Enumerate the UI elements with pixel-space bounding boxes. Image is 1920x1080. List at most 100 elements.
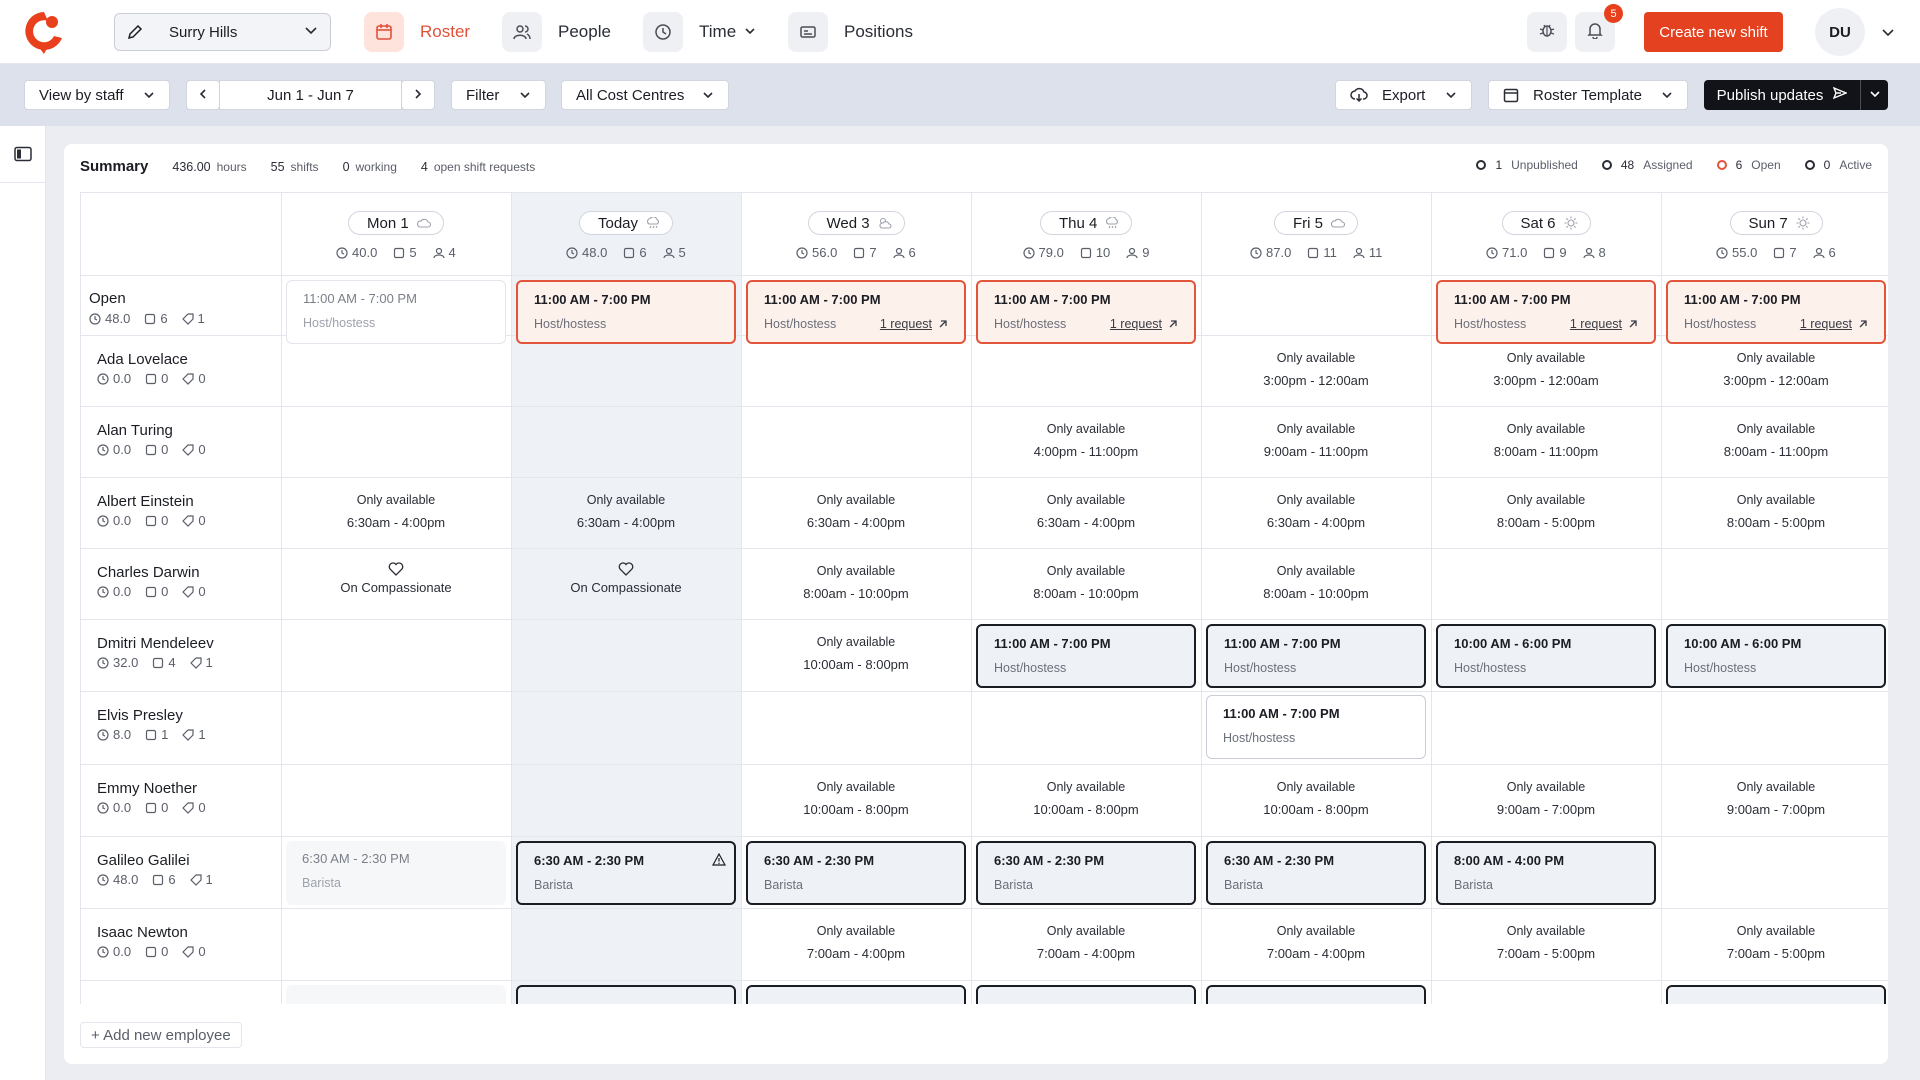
top-nav: Surry Hills Roster People Time Positions (0, 0, 1920, 64)
open-shift-request-link[interactable]: 1 request (1570, 317, 1638, 331)
row-divider (81, 691, 1888, 692)
request-label: 1 request (1109, 317, 1162, 331)
tab-people[interactable]: People (502, 12, 611, 52)
day-pill[interactable]: Today (579, 211, 674, 235)
employee-row-header[interactable]: Elvis Presley 8.0 1 1 (81, 691, 281, 764)
add-new-employee-button[interactable]: + Add new employee (80, 1022, 242, 1048)
publish-label: Publish updates (1716, 86, 1824, 104)
legend-open: 6 Open (1716, 158, 1781, 172)
date-range-picker[interactable]: Jun 1 - Jun 7 (219, 80, 402, 110)
shift-role-row: Host/hostess (1223, 731, 1409, 745)
roster-template-select[interactable]: Roster Template (1488, 80, 1688, 110)
day-shifts-value: 9 (1559, 245, 1567, 260)
employee-row-header[interactable]: Albert Einstein 0.0 0 0 (81, 477, 281, 548)
shift-card[interactable]: 8:00 AM - 4:00 PM Barista (1436, 841, 1656, 905)
cost-centres-select[interactable]: All Cost Centres (561, 80, 729, 110)
availability-note: Only available 9:00am - 7:00pm (1431, 780, 1661, 817)
shift-card[interactable] (976, 985, 1196, 1004)
request-label: 1 request (1569, 317, 1622, 331)
shift-card[interactable]: 6:30 AM - 2:30 PM Barista (516, 841, 736, 905)
shift-card[interactable] (516, 985, 736, 1004)
filter-button[interactable]: Filter (451, 80, 546, 110)
availability-hours: 6:30am - 4:00pm (1266, 515, 1366, 530)
status-dot (1804, 160, 1815, 170)
day-pill[interactable]: Sun 7 (1729, 211, 1823, 235)
shift-card[interactable]: 11:00 AM - 7:00 PM Host/hostess 1 request (1436, 280, 1656, 344)
tab-time[interactable]: Time (643, 12, 756, 52)
tab-roster[interactable]: Roster (364, 12, 470, 52)
send-icon (1833, 86, 1849, 104)
publish-options-button[interactable] (1860, 80, 1888, 110)
notifications-button[interactable]: 5 (1575, 4, 1623, 52)
employee-row-header[interactable]: Isaac Newton 0.0 0 0 (81, 908, 281, 980)
view-by-select[interactable]: View by staff (24, 80, 170, 110)
employee-tags-value: 0 (198, 584, 206, 599)
export-button[interactable]: Export (1335, 80, 1472, 110)
availability-label: Only available (1736, 351, 1816, 365)
employee-shifts: 0 (145, 513, 168, 528)
shift-card[interactable] (1666, 985, 1886, 1004)
shift-card[interactable]: 10:00 AM - 6:00 PM Host/hostess (1436, 624, 1656, 688)
day-pill[interactable]: Fri 5 (1274, 211, 1358, 235)
publish-updates-button[interactable]: Publish updates (1704, 80, 1888, 110)
day-pill[interactable]: Sat 6 (1501, 211, 1591, 235)
shift-card[interactable]: 11:00 AM - 7:00 PM Host/hostess (1206, 624, 1426, 688)
employee-row-header[interactable]: Charles Darwin 0.0 0 0 (81, 548, 281, 619)
app-logo[interactable] (24, 8, 66, 56)
publish-main[interactable]: Publish updates (1704, 86, 1860, 104)
shift-card[interactable] (286, 985, 506, 1004)
day-staff: 6 (892, 245, 916, 260)
shift-card[interactable]: 11:00 AM - 7:00 PM Host/hostess (976, 624, 1196, 688)
shift-card[interactable]: 6:30 AM - 2:30 PM Barista (746, 841, 966, 905)
left-rail (0, 126, 46, 1080)
employee-row-header[interactable]: Dmitri Mendeleev 32.0 4 1 (81, 619, 281, 691)
previous-week-button[interactable] (186, 80, 220, 110)
shift-card[interactable]: 11:00 AM - 7:00 PM Host/hostess 1 request (1666, 280, 1886, 344)
employee-row-header[interactable]: Alan Turing 0.0 0 0 (81, 406, 281, 477)
shift-card[interactable]: 6:30 AM - 2:30 PM Barista (1206, 841, 1426, 905)
employee-name: Ada Lovelace (97, 351, 188, 368)
shift-card[interactable] (746, 985, 966, 1004)
shift-card[interactable] (1206, 985, 1426, 1004)
shift-time: 11:00 AM - 7:00 PM (1454, 292, 1571, 307)
create-new-shift-button[interactable]: Create new shift (1644, 12, 1783, 52)
employee-row-header[interactable]: Galileo Galilei 48.0 6 1 (81, 836, 281, 908)
shift-icon (152, 657, 164, 669)
day-pill[interactable]: Thu 4 (1040, 211, 1133, 235)
next-week-button[interactable] (401, 80, 435, 110)
open-shift-request-link[interactable]: 1 request (880, 317, 948, 331)
bug-report-button[interactable] (1527, 12, 1567, 52)
sidebar-toggle-icon[interactable] (14, 146, 32, 166)
open-shift-request-link[interactable]: 1 request (1110, 317, 1178, 331)
employee-shifts: 6 (144, 311, 168, 326)
shift-card[interactable]: 11:00 AM - 7:00 PM Host/hostess 1 request (746, 280, 966, 344)
chevron-down-icon (143, 89, 155, 101)
day-pill[interactable]: Wed 3 (807, 211, 905, 235)
shift-card[interactable]: 6:30 AM - 2:30 PM Barista (976, 841, 1196, 905)
employee-row-header[interactable]: Emmy Noether 0.0 0 0 (81, 764, 281, 836)
open-shifts-row-header[interactable]: Open 48.0 6 1 (81, 275, 281, 335)
shift-card[interactable]: 11:00 AM - 7:00 PM Host/hostess 1 request (976, 280, 1196, 344)
availability-note: Only available 8:00am - 10:00pm (1201, 564, 1431, 601)
employee-row-header[interactable]: Ada Lovelace 0.0 0 0 (81, 335, 281, 406)
tab-positions[interactable]: Positions (788, 12, 913, 52)
avatar[interactable]: DU (1815, 8, 1865, 56)
open-shift-request-link[interactable]: 1 request (1800, 317, 1868, 331)
location-select[interactable]: Surry Hills (114, 13, 331, 51)
status-dot (1476, 160, 1487, 170)
shift-card[interactable]: 11:00 AM - 7:00 PM Host/hostess (1206, 695, 1426, 759)
summary-requests: 4 open shift requests (420, 159, 536, 174)
day-staff-value: 4 (448, 245, 456, 260)
shift-card[interactable]: 11:00 AM - 7:00 PM Host/hostess (286, 280, 506, 344)
shift-card[interactable]: 10:00 AM - 6:00 PM Host/hostess (1666, 624, 1886, 688)
chevron-down-icon[interactable] (1880, 24, 1896, 44)
shift-card[interactable]: 6:30 AM - 2:30 PM Barista (286, 841, 506, 905)
column-divider (511, 193, 512, 1004)
shift-role-row: Barista (1224, 878, 1408, 892)
day-pill[interactable]: Mon 1 (348, 211, 444, 235)
employee-stats: 48.0 6 1 (97, 872, 213, 887)
shift-role-row: Host/hostess 1 request (764, 317, 948, 331)
availability-note: Only available 10:00am - 8:00pm (741, 635, 971, 672)
shift-card[interactable]: 11:00 AM - 7:00 PM Host/hostess (516, 280, 736, 344)
employee-shifts: 4 (152, 655, 176, 670)
